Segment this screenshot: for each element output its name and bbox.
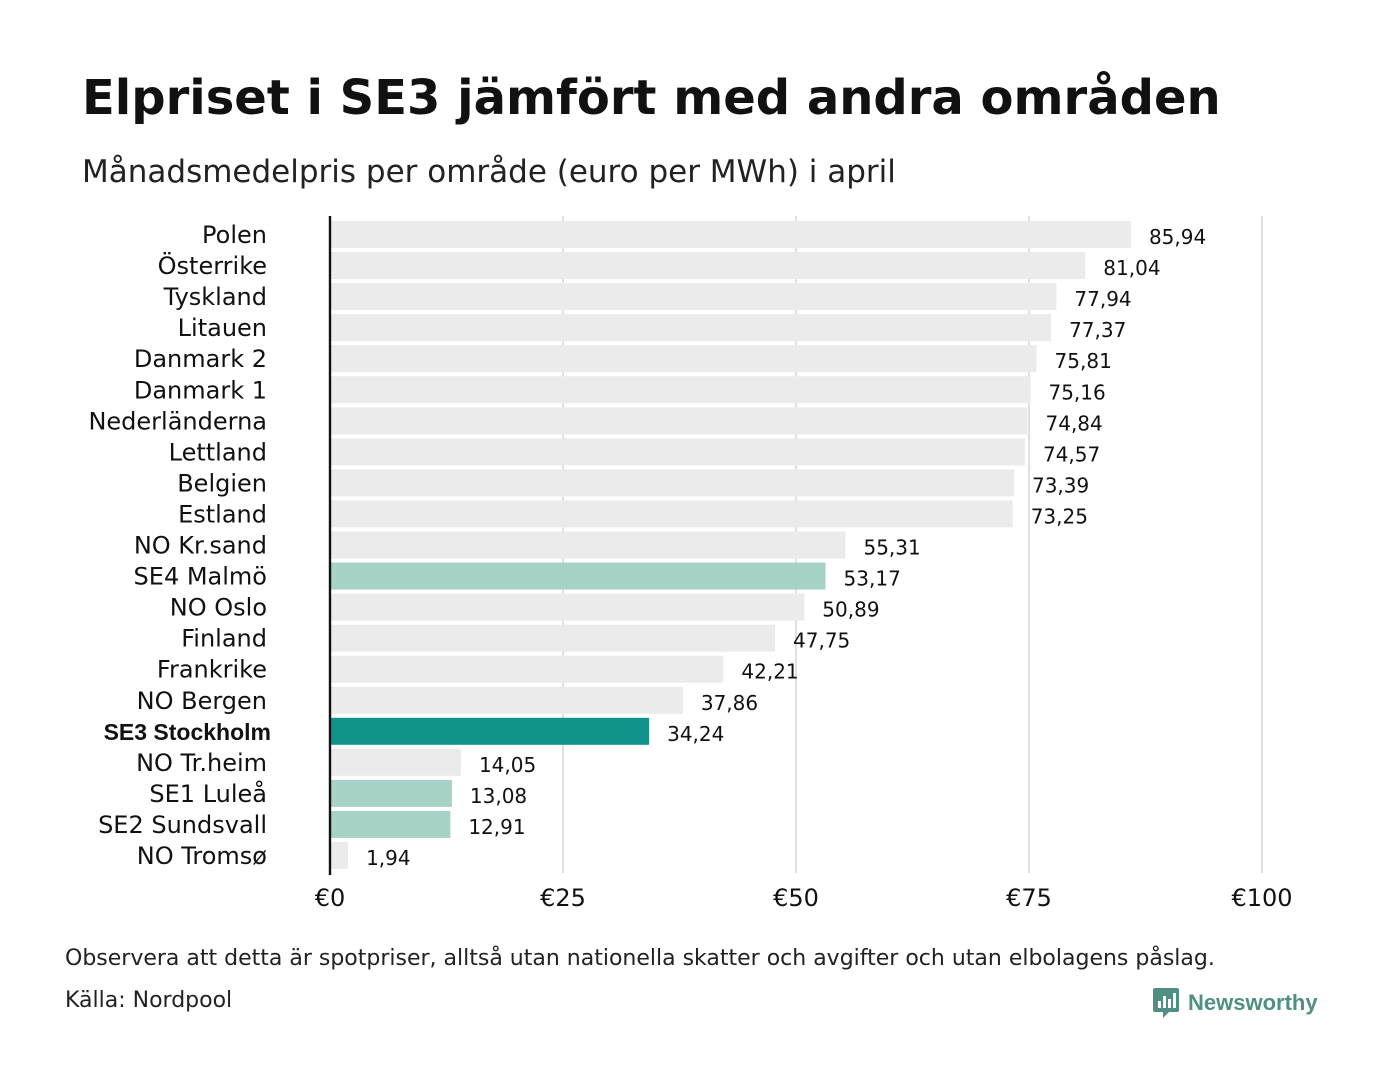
bar	[330, 748, 461, 776]
value-label: 81,04	[1103, 256, 1160, 280]
bar	[330, 252, 1086, 280]
value-label: 75,16	[1048, 380, 1105, 404]
value-label: 53,17	[844, 567, 901, 591]
category-label: Danmark 1	[134, 376, 267, 404]
newsworthy-logo: Newsworthy	[1152, 986, 1318, 1020]
bar	[330, 593, 805, 621]
value-label: 42,21	[741, 660, 798, 684]
chart-subtitle: Månadsmedelpris per område (euro per MWh…	[82, 154, 896, 190]
category-label: Belgien	[177, 469, 267, 497]
bar	[330, 624, 776, 652]
value-label: 73,39	[1032, 473, 1089, 497]
bar	[330, 531, 846, 559]
category-label: SE4 Malmö	[134, 563, 267, 591]
bar	[330, 407, 1028, 435]
value-label: 77,37	[1069, 318, 1126, 342]
footnote: Observera att detta är spotpriser, allts…	[65, 946, 1215, 971]
category-label: Österrike	[158, 251, 267, 280]
category-label: NO Kr.sand	[134, 532, 267, 560]
bar	[330, 810, 451, 838]
category-label: Polen	[202, 221, 267, 249]
value-label: 74,84	[1046, 411, 1103, 435]
x-tick-label: €0	[315, 884, 346, 912]
brand-name: Newsworthy	[1188, 990, 1318, 1015]
category-label: Estland	[178, 500, 267, 528]
category-label: NO Oslo	[170, 594, 267, 622]
value-label: 12,91	[468, 815, 525, 839]
value-label: 14,05	[479, 753, 536, 777]
category-label: Finland	[181, 625, 267, 653]
bar	[330, 686, 683, 714]
x-tick-label: €75	[1006, 884, 1052, 912]
category-label: SE3 Stockholm	[104, 719, 271, 745]
bar	[330, 779, 452, 807]
bar	[330, 283, 1057, 311]
value-label: 50,89	[822, 598, 879, 622]
value-label: 55,31	[863, 536, 920, 560]
category-label: Lettland	[169, 438, 267, 466]
bar	[330, 345, 1037, 373]
source-note: Källa: Nordpool	[65, 988, 233, 1013]
chart-title: Elpriset i SE3 jämfört med andra områden	[82, 70, 1221, 126]
bar	[330, 562, 826, 590]
value-label: 1,94	[366, 846, 411, 870]
value-label: 77,94	[1074, 287, 1131, 311]
value-label: 13,08	[470, 784, 527, 808]
value-label: 37,86	[701, 691, 758, 715]
value-label: 85,94	[1149, 225, 1206, 249]
bar	[330, 314, 1052, 342]
x-tick-label: €25	[540, 884, 586, 912]
value-label: 47,75	[793, 629, 850, 653]
category-label: Nederländerna	[88, 407, 267, 435]
category-label: NO Tromsø	[137, 842, 267, 870]
bar	[330, 500, 1013, 528]
chart-bubble-icon	[1153, 988, 1179, 1018]
bar	[330, 717, 650, 745]
bar	[330, 438, 1025, 466]
category-label: NO Tr.heim	[136, 749, 267, 777]
bar	[330, 842, 349, 869]
bar	[330, 469, 1014, 497]
x-tick-label: €100	[1231, 884, 1292, 912]
category-label: SE1 Luleå	[149, 779, 267, 808]
x-tick-label: €50	[773, 884, 819, 912]
bar	[330, 655, 724, 683]
value-label: 73,25	[1031, 504, 1088, 528]
category-label: Danmark 2	[134, 345, 267, 373]
category-label: Tyskland	[163, 283, 267, 311]
category-label: Litauen	[178, 314, 267, 342]
value-label: 74,57	[1043, 442, 1100, 466]
value-label: 75,81	[1055, 349, 1112, 373]
category-label: SE2 Sundsvall	[98, 811, 267, 839]
bar-chart: Polen 85,94 Österrike 81,04 Tyskland 77,94 Lit…	[88, 216, 1293, 912]
category-label: NO Bergen	[137, 687, 267, 715]
bar	[330, 376, 1031, 404]
value-label: 34,24	[667, 722, 724, 746]
bar	[330, 221, 1131, 248]
category-label: Frankrike	[157, 656, 267, 684]
